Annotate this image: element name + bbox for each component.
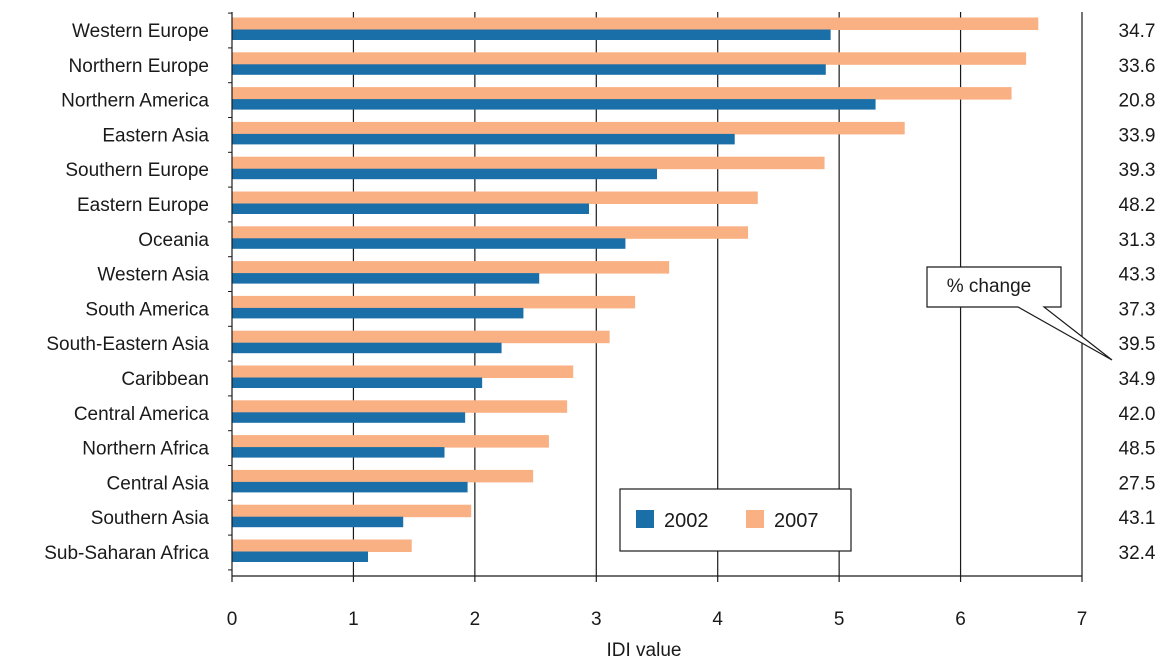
pct-change-label: 34.7 bbox=[1119, 21, 1156, 42]
bar-2007-11 bbox=[232, 400, 568, 413]
bar-2002-0 bbox=[232, 29, 831, 40]
category-label: Northern Europe bbox=[69, 56, 209, 77]
x-tick-label-7: 7 bbox=[1077, 609, 1088, 630]
callout-shape bbox=[926, 266, 1113, 361]
bar-2007-12 bbox=[232, 435, 549, 448]
bar-2007-2 bbox=[232, 87, 1012, 100]
x-tick-label-2: 2 bbox=[470, 609, 481, 630]
legend-label-2007: 2007 bbox=[774, 510, 819, 532]
bar-2002-12 bbox=[232, 447, 445, 458]
pct-change-label: 31.3 bbox=[1119, 230, 1156, 251]
category-labels: Western Europe Northern Europe Northern Am… bbox=[44, 21, 209, 564]
bar-2007-10 bbox=[232, 365, 574, 378]
bar-2002-8 bbox=[232, 307, 524, 319]
bar-2007-5 bbox=[232, 191, 758, 204]
bar-2002-15 bbox=[232, 551, 368, 562]
bar-2002-4 bbox=[232, 168, 657, 180]
bar-2007-3 bbox=[232, 121, 905, 135]
legend-swatch-2007 bbox=[746, 510, 764, 528]
pct-change-label: 42.0 bbox=[1119, 404, 1156, 425]
bar-2007-0 bbox=[232, 17, 1039, 30]
category-label: Western Europe bbox=[72, 21, 209, 42]
pct-change-label: 39.5 bbox=[1119, 334, 1156, 355]
legend-box bbox=[619, 488, 852, 552]
bar-2007-14 bbox=[232, 504, 472, 518]
bar-2007-9 bbox=[232, 330, 610, 344]
category-label: Eastern Asia bbox=[102, 125, 209, 146]
x-tick-label-6: 6 bbox=[955, 609, 966, 630]
pct-change-label: 48.5 bbox=[1119, 439, 1156, 460]
bar-2007-1 bbox=[232, 52, 1027, 65]
pct-change-label: 33.6 bbox=[1119, 56, 1156, 77]
bar-2002-5 bbox=[232, 203, 589, 214]
category-label: Sub-Saharan Africa bbox=[44, 543, 209, 564]
pct-change-label: 39.3 bbox=[1119, 160, 1156, 181]
legend-swatch-2002 bbox=[636, 510, 654, 528]
category-label: Caribbean bbox=[121, 369, 209, 390]
bar-2002-9 bbox=[232, 342, 502, 354]
bar-2007-7 bbox=[232, 261, 670, 274]
bar-2002-14 bbox=[232, 516, 404, 528]
bar-2007-6 bbox=[232, 226, 749, 239]
axes bbox=[228, 12, 1083, 582]
percent-change-labels: 34.7 33.6 20.8 33.9 39.3 48.2 31.3 43.3 37.3 39.5… bbox=[1119, 21, 1156, 564]
legend: 2002 2007 bbox=[619, 488, 852, 552]
bar-2002-7 bbox=[232, 273, 540, 284]
pct-change-label: 37.3 bbox=[1119, 299, 1156, 320]
category-label: Northern America bbox=[61, 91, 209, 112]
legend-label-2002: 2002 bbox=[664, 510, 709, 532]
category-label: Northern Africa bbox=[82, 439, 209, 460]
bar-2002-2 bbox=[232, 99, 876, 110]
pct-change-label: 48.2 bbox=[1119, 195, 1156, 216]
category-label: Eastern Europe bbox=[77, 195, 209, 216]
bars bbox=[232, 17, 1039, 562]
x-tick-label-0: 0 bbox=[227, 609, 238, 630]
x-axis-title: IDI value bbox=[607, 640, 682, 661]
category-label: Western Asia bbox=[97, 265, 209, 286]
pct-change-label: 43.3 bbox=[1119, 265, 1156, 286]
pct-change-label: 43.1 bbox=[1119, 508, 1156, 529]
pct-change-label: 34.9 bbox=[1119, 369, 1156, 390]
category-label: Southern Asia bbox=[91, 508, 210, 529]
category-label: Central America bbox=[74, 404, 210, 425]
pct-change-label: 20.8 bbox=[1119, 91, 1156, 112]
x-tick-label-1: 1 bbox=[348, 609, 359, 630]
category-label: South-Eastern Asia bbox=[46, 334, 209, 355]
bar-2002-13 bbox=[232, 481, 468, 493]
x-tick-label-3: 3 bbox=[591, 609, 602, 630]
bar-2007-8 bbox=[232, 295, 636, 309]
category-label: Southern Europe bbox=[65, 160, 209, 181]
bar-2002-11 bbox=[232, 412, 466, 423]
percent-change-callout: % change bbox=[926, 266, 1113, 361]
category-label: Central Asia bbox=[107, 473, 210, 494]
pct-change-label: 32.4 bbox=[1119, 543, 1156, 564]
category-label: South America bbox=[85, 299, 209, 320]
bar-2002-1 bbox=[232, 64, 826, 75]
pct-change-label: 27.5 bbox=[1119, 473, 1156, 494]
bar-2007-4 bbox=[232, 156, 825, 170]
bar-2002-6 bbox=[232, 238, 626, 249]
callout-label: % change bbox=[947, 276, 1032, 297]
bar-2007-15 bbox=[232, 539, 412, 552]
x-tick-labels: 0 1 2 3 4 5 6 7 bbox=[227, 609, 1088, 630]
x-tick-label-5: 5 bbox=[834, 609, 845, 630]
bar-2002-10 bbox=[232, 377, 483, 388]
category-label: Oceania bbox=[138, 230, 209, 251]
pct-change-label: 33.9 bbox=[1119, 125, 1156, 146]
x-tick-label-4: 4 bbox=[712, 609, 723, 630]
bar-2002-3 bbox=[232, 133, 735, 145]
bar-2007-13 bbox=[232, 469, 534, 483]
